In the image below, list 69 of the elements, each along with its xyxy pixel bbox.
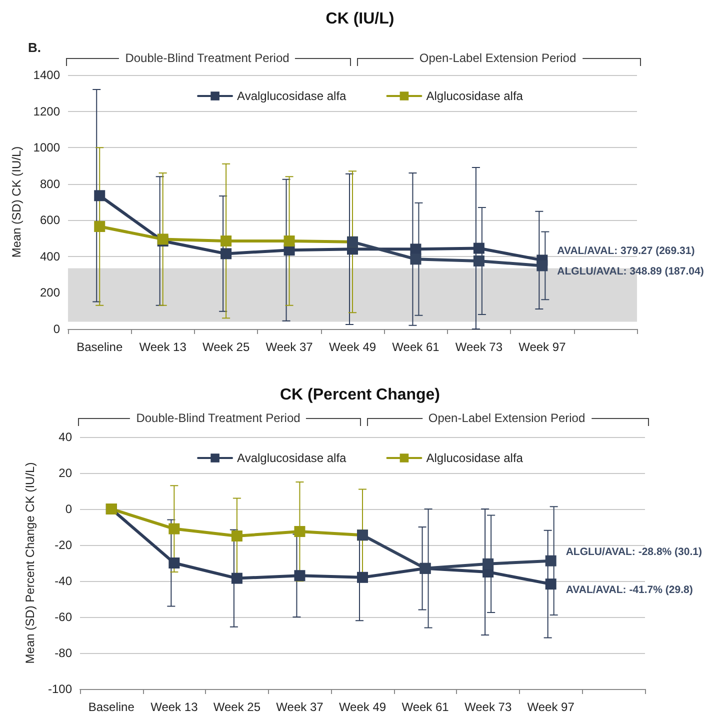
y-tick-label: -60 (54, 610, 72, 624)
x-tick-label: Week 61 (402, 700, 450, 714)
y-tick-label: -80 (54, 646, 72, 660)
point (284, 236, 295, 247)
point (168, 558, 180, 568)
point (220, 236, 232, 247)
x-tick-label: Week 97 (527, 700, 575, 714)
annotation: AVAL/AVAL: 379.27 (269.31) (557, 245, 695, 258)
y-tick-label: 1400 (33, 68, 60, 82)
point (231, 530, 242, 542)
legend-label: Alglucosidase alfa (426, 451, 524, 465)
point (294, 570, 306, 582)
point (294, 526, 306, 537)
chart-title: CK (Percent Change) (280, 386, 440, 404)
x-tick-label: Week 25 (213, 700, 261, 714)
point (410, 244, 422, 255)
y-tick-label: 1200 (33, 104, 60, 118)
x-tick-label: Week 97 (518, 340, 566, 354)
x-tick-label: Week 37 (276, 700, 324, 714)
x-tick-label: Week 73 (455, 340, 503, 354)
x-tick-label: Week 49 (338, 700, 386, 714)
y-tick-label: 20 (58, 466, 72, 480)
x-tick-label: Week 13 (139, 340, 187, 354)
point (220, 248, 232, 260)
y-tick-label: 800 (40, 176, 60, 191)
legend-label: Alglucosidase alfa (426, 89, 524, 103)
point (94, 190, 106, 202)
text: Double-Blind Treatment Period (130, 411, 306, 425)
x-tick-label: Week 37 (266, 340, 314, 354)
point (410, 254, 422, 265)
annotation: ALGLU/AVAL: 348.89 (187.04) (557, 266, 704, 278)
x-tick-label: Week 49 (328, 340, 376, 354)
point (482, 558, 494, 570)
x-tick-label: Week 73 (464, 700, 512, 714)
point (536, 260, 548, 272)
point (473, 242, 484, 254)
y-axis-title: Mean (SD) Percent Change CK (IU/L) (23, 462, 37, 664)
point (545, 578, 556, 590)
x-tick-label: Week 13 (150, 700, 198, 714)
y-axis-title: Mean (SD) CK (IU/L) (9, 146, 24, 258)
point (545, 555, 556, 566)
text: Double-Blind Treatment Period (119, 51, 296, 65)
point (473, 255, 484, 266)
point (231, 572, 242, 584)
y-tick-label: 0 (65, 502, 72, 516)
text: Open-Label Extension Period (413, 51, 582, 65)
legend-label: Avalglucosidase alfa (237, 451, 347, 465)
annotation: ALGLU/AVAL: -28.8% (30.1) (566, 546, 702, 558)
y-tick-label: 200 (40, 286, 60, 300)
x-tick-label: Baseline (88, 700, 135, 714)
x-tick-label: Week 25 (202, 340, 250, 354)
y-tick-label: 0 (53, 322, 60, 336)
y-tick-label: 1000 (33, 140, 60, 155)
y-tick-label: -40 (54, 574, 72, 588)
annotation: AVAL/AVAL: -41.7% (29.8) (566, 584, 693, 596)
x-tick-label: Baseline (76, 340, 123, 354)
y-tick-label: -100 (48, 682, 72, 696)
chart-title: CK (IU/L) (326, 10, 394, 28)
legend-label: Avalglucosidase alfa (237, 89, 347, 103)
y-tick-label: -20 (54, 538, 72, 552)
y-tick-label: 400 (40, 249, 60, 264)
point (168, 523, 180, 534)
text: B. (28, 40, 41, 55)
text: Open-Label Extension Period (422, 411, 592, 425)
y-tick-label: 600 (40, 213, 60, 228)
point (94, 220, 106, 232)
x-tick-label: Week 61 (392, 340, 440, 354)
y-tick-label: 40 (58, 430, 72, 444)
point (357, 572, 368, 583)
